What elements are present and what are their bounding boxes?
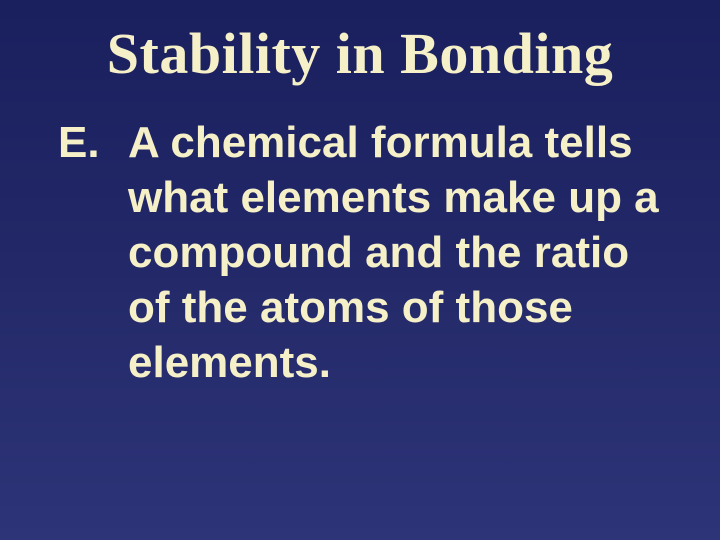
slide-container: Stability in Bonding E.A chemical formul… bbox=[0, 0, 720, 540]
bullet-content: A chemical formula tells what elements m… bbox=[128, 115, 662, 390]
slide-body: E.A chemical formula tells what elements… bbox=[50, 115, 670, 390]
bullet-label: E. bbox=[58, 115, 128, 170]
slide-title: Stability in Bonding bbox=[50, 20, 670, 87]
